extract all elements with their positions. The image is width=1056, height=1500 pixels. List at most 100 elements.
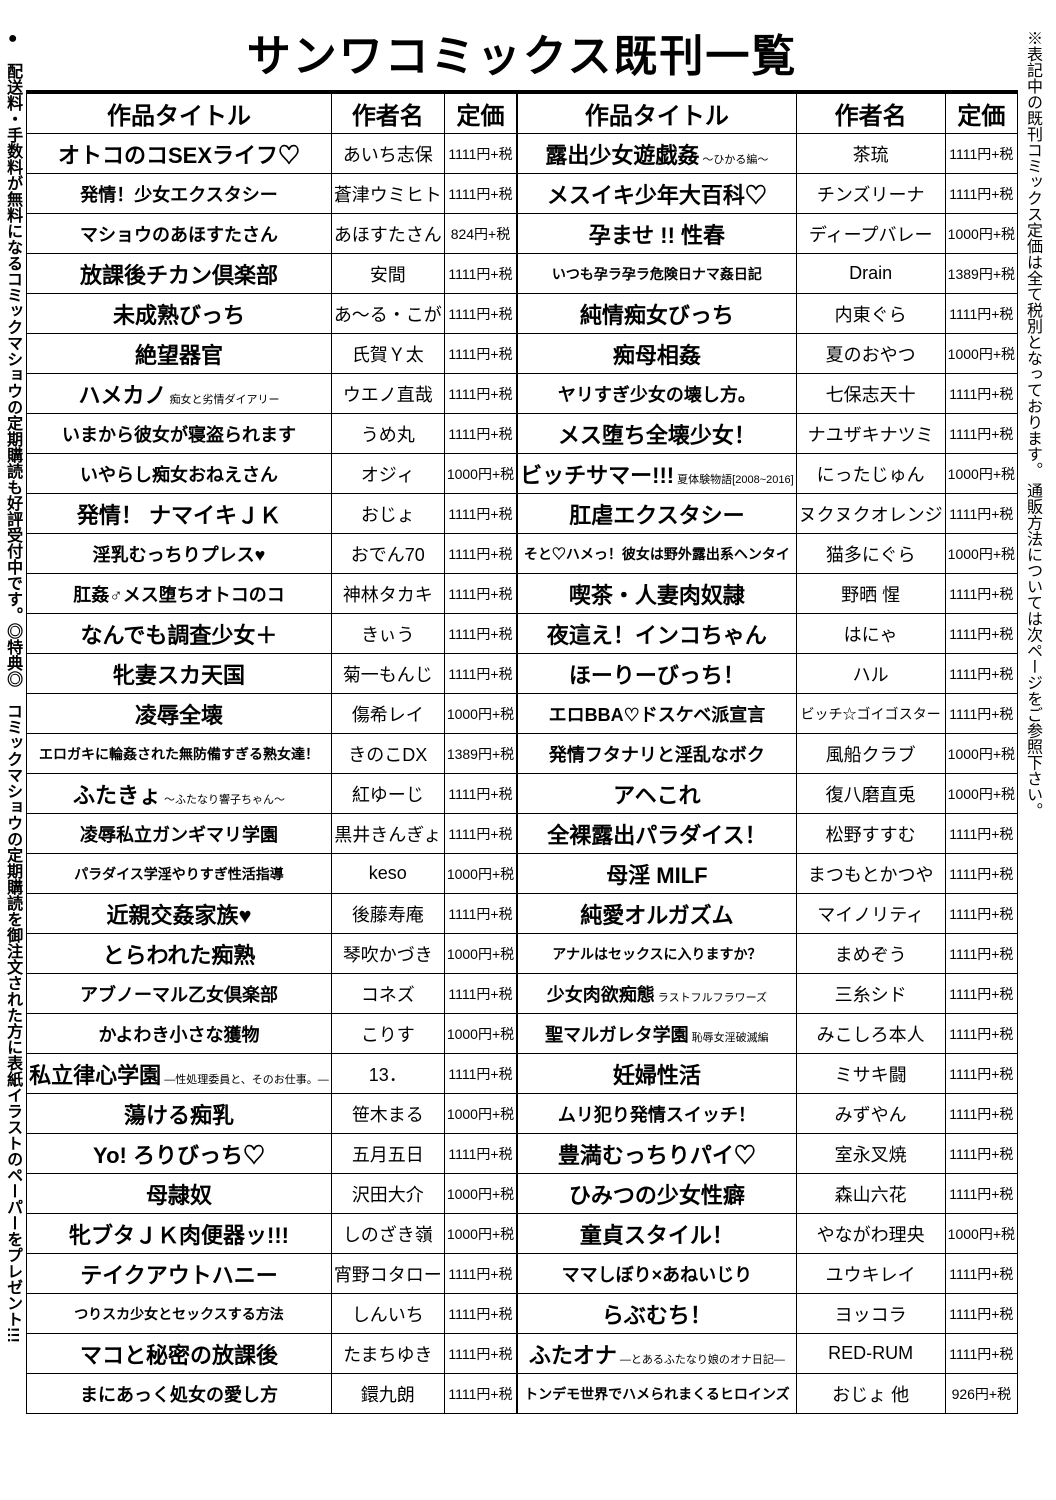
cell-title: 純情痴女びっち: [518, 294, 797, 334]
cell-price: 1111円+税: [945, 1174, 1017, 1214]
cell-author: RED-RUM: [796, 1334, 945, 1374]
cell-title: いやらし痴女おねえさん: [27, 454, 332, 494]
cell-price: 1111円+税: [444, 774, 516, 814]
cell-title: 母淫 MILF: [518, 854, 797, 894]
table-row: そと♡ハメっ！彼女は野外露出系ヘンタイ猫多にぐら1000円+税: [518, 534, 1018, 574]
cell-title: ふたきょ ～ふたなり響子ちゃん～: [27, 774, 332, 814]
cell-author: コネズ: [331, 974, 444, 1014]
cell-price: 1111円+税: [945, 134, 1017, 174]
cell-price: 1000円+税: [945, 214, 1017, 254]
cell-title: ムリ犯り発情スイッチ！: [518, 1094, 797, 1134]
table-row: 童貞スタイル！やながわ理央1000円+税: [518, 1214, 1018, 1254]
table-row: マショウのあほすたさんあほすたさん824円+税: [27, 214, 517, 254]
cell-title: ひみつの少女性癖: [518, 1174, 797, 1214]
cell-author: 野晒 惺: [796, 574, 945, 614]
header-title: 作品タイトル: [27, 94, 332, 134]
cell-price: 1111円+税: [945, 974, 1017, 1014]
cell-author: こりす: [331, 1014, 444, 1054]
cell-author: あ～る・こが: [331, 294, 444, 334]
cell-price: 1111円+税: [444, 1294, 516, 1334]
cell-title: 夜這え！インコちゃん: [518, 614, 797, 654]
table-row: いまから彼女が寝盗られますうめ丸1111円+税: [27, 414, 517, 454]
cell-author: 夏のおやつ: [796, 334, 945, 374]
cell-title: 未成熟びっち: [27, 294, 332, 334]
cell-author: 五月五日: [331, 1134, 444, 1174]
table-row: パラダイス学淫やりすぎ性活指導keso1000円+税: [27, 854, 517, 894]
cell-author: 三糸シド: [796, 974, 945, 1014]
sidenote-right: ※表記中の既刊コミックス定価は全て税別となっております。 通販方法については次ペ…: [1018, 20, 1046, 1420]
cell-title: 露出少女遊戯姦 ～ひかる編～: [518, 134, 797, 174]
table-row: かよわき小さな獲物こりす1000円+税: [27, 1014, 517, 1054]
table-row: 牝妻スカ天国菊一もんじ1111円+税: [27, 654, 517, 694]
cell-price: 1111円+税: [945, 694, 1017, 734]
table-row: マコと秘密の放課後たまちゆき1111円+税: [27, 1334, 517, 1374]
cell-author: きのこDX: [331, 734, 444, 774]
cell-author: 菊一もんじ: [331, 654, 444, 694]
cell-author: 復八磨直兎: [796, 774, 945, 814]
cell-author: Drain: [796, 254, 945, 294]
cell-author: たまちゆき: [331, 1334, 444, 1374]
cell-title: 発情！少女エクスタシー: [27, 174, 332, 214]
cell-price: 1111円+税: [945, 294, 1017, 334]
table-row: 蕩ける痴乳笹木まる1000円+税: [27, 1094, 517, 1134]
cell-title: 聖マルガレタ学園 恥辱女淫破滅編: [518, 1014, 797, 1054]
cell-author: 猫多にぐら: [796, 534, 945, 574]
table-row: 痴母相姦夏のおやつ1000円+税: [518, 334, 1018, 374]
table-columns: 作品タイトル 作者名 定価 オトコのコSEXライフ♡あいち志保1111円+税発情…: [26, 93, 1018, 1414]
cell-price: 1111円+税: [945, 814, 1017, 854]
cell-price: 1000円+税: [444, 1214, 516, 1254]
cell-price: 926円+税: [945, 1374, 1017, 1414]
cell-author: にったじゅん: [796, 454, 945, 494]
cell-price: 1111円+税: [444, 374, 516, 414]
cell-price: 1111円+税: [444, 1134, 516, 1174]
cell-title: つりスカ少女とセックスする方法: [27, 1294, 332, 1334]
table-row: ふたきょ ～ふたなり響子ちゃん～紅ゆーじ1111円+税: [27, 774, 517, 814]
table-row: アナルはセックスに入りますか？まめぞう1111円+税: [518, 934, 1018, 974]
cell-price: 824円+税: [444, 214, 516, 254]
cell-author: マイノリティ: [796, 894, 945, 934]
table-row: 発情！ ナマイキＪＫおじょ1111円+税: [27, 494, 517, 534]
cell-price: 1111円+税: [945, 854, 1017, 894]
cell-title: 肛姦♂メス堕ちオトコのコ: [27, 574, 332, 614]
header-title: 作品タイトル: [518, 94, 797, 134]
table-row: 発情！少女エクスタシー蒼津ウミヒト1111円+税: [27, 174, 517, 214]
table-row: 少女肉欲痴態 ラストフルフラワーズ三糸シド1111円+税: [518, 974, 1018, 1014]
header-author: 作者名: [331, 94, 444, 134]
cell-price: 1111円+税: [444, 654, 516, 694]
table-row: 喫茶・人妻肉奴隷野晒 惺1111円+税: [518, 574, 1018, 614]
cell-title: 牝ブタＪＫ肉便器ッ!!!: [27, 1214, 332, 1254]
cell-title: エロBBA♡ドスケベ派宣言: [518, 694, 797, 734]
cell-author: ビッチ☆ゴイゴスター: [796, 694, 945, 734]
table-row: とらわれた痴熟琴吹かづき1000円+税: [27, 934, 517, 974]
cell-title: 童貞スタイル！: [518, 1214, 797, 1254]
table-row: つりスカ少女とセックスする方法しんいち1111円+税: [27, 1294, 517, 1334]
cell-title: 肛虐エクスタシー: [518, 494, 797, 534]
cell-title: テイクアウトハニー: [27, 1254, 332, 1294]
cell-price: 1111円+税: [444, 134, 516, 174]
cell-title: メスイキ少年大百科♡: [518, 174, 797, 214]
cell-title: とらわれた痴熟: [27, 934, 332, 974]
cell-title: パラダイス学淫やりすぎ性活指導: [27, 854, 332, 894]
cell-title: ビッチサマー!!! 夏体験物語[2008~2016]: [518, 454, 797, 494]
cell-price: 1111円+税: [945, 1094, 1017, 1134]
table-row: 近親交姦家族♥後藤寿庵1111円+税: [27, 894, 517, 934]
cell-author: 神林タカキ: [331, 574, 444, 614]
cell-title: アブノーマル乙女倶楽部: [27, 974, 332, 1014]
cell-title: 放課後チカン倶楽部: [27, 254, 332, 294]
cell-title: 全裸露出パラダイス！: [518, 814, 797, 854]
cell-title: オトコのコSEXライフ♡: [27, 134, 332, 174]
cell-title: 痴母相姦: [518, 334, 797, 374]
cell-title: 凌辱私立ガンギマリ学園: [27, 814, 332, 854]
cell-author: あいち志保: [331, 134, 444, 174]
cell-author: 沢田大介: [331, 1174, 444, 1214]
cell-author: オジィ: [331, 454, 444, 494]
cell-title: 豊満むっちりパイ♡: [518, 1134, 797, 1174]
cell-title: メス堕ち全壊少女！: [518, 414, 797, 454]
cell-title: 発情！ ナマイキＪＫ: [27, 494, 332, 534]
table-row: 絶望器官氏賀Ｙ太1111円+税: [27, 334, 517, 374]
cell-title: らぶむち！: [518, 1294, 797, 1334]
header-price: 定価: [945, 94, 1017, 134]
table-row: エロガキに輪姦された無防備すぎる熟女達！きのこDX1389円+税: [27, 734, 517, 774]
cell-author: チンズリーナ: [796, 174, 945, 214]
cell-price: 1111円+税: [945, 1294, 1017, 1334]
